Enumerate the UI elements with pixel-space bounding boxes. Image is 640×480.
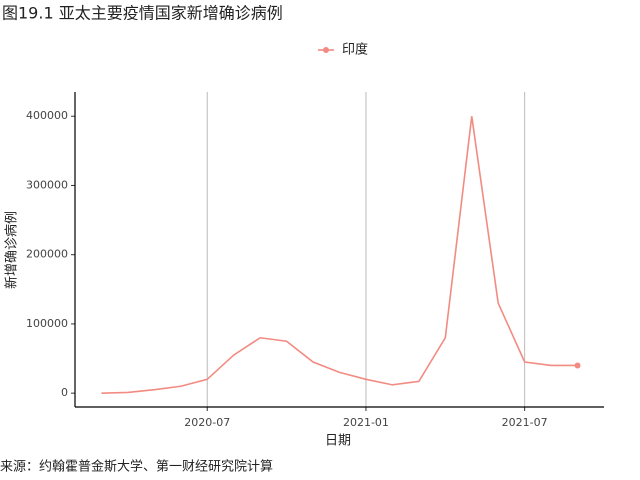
- y-tick-label: 0: [61, 386, 68, 399]
- line-series: [101, 116, 578, 394]
- y-axis-label: 新增确诊病例: [4, 211, 20, 289]
- y-tick-label: 100000: [26, 317, 68, 330]
- y-tick-label: 300000: [26, 178, 68, 191]
- x-tick-label: 2020-07: [184, 416, 230, 429]
- y-tick-label: 400000: [26, 109, 68, 122]
- end-point: [574, 362, 581, 369]
- x-axis-label: 日期: [325, 434, 351, 449]
- legend-label: 印度: [342, 42, 368, 58]
- chart-title: 图19.1 亚太主要疫情国家新增确诊病例: [2, 4, 283, 23]
- x-tick-label: 2021-07: [502, 416, 548, 429]
- x-tick-label: 2021-01: [343, 416, 389, 429]
- source-note: 来源：约翰霍普金斯大学、第一财经研究院计算: [0, 459, 273, 475]
- legend-marker: [323, 47, 329, 53]
- y-tick-label: 200000: [26, 248, 68, 261]
